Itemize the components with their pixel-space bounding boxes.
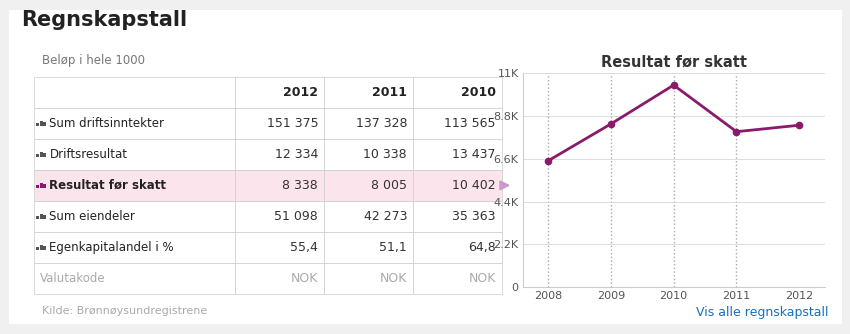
- Bar: [235, 77, 324, 108]
- Bar: [37, 247, 39, 250]
- Bar: [43, 122, 46, 126]
- Text: Egenkapitalandel i %: Egenkapitalandel i %: [49, 241, 174, 254]
- Text: 10 402: 10 402: [452, 179, 496, 192]
- Text: NOK: NOK: [291, 272, 318, 285]
- Bar: [413, 232, 501, 263]
- Text: 2012: 2012: [283, 86, 318, 99]
- Text: 113 565: 113 565: [445, 117, 496, 130]
- Bar: [324, 108, 413, 139]
- Bar: [40, 213, 43, 219]
- Bar: [34, 108, 235, 139]
- Text: 51,1: 51,1: [379, 241, 407, 254]
- Text: 137 328: 137 328: [355, 117, 407, 130]
- Bar: [235, 170, 324, 201]
- Bar: [37, 185, 39, 188]
- Bar: [324, 263, 413, 294]
- Bar: [43, 184, 46, 188]
- Bar: [34, 77, 235, 108]
- Text: Beløp i hele 1000: Beløp i hele 1000: [42, 54, 145, 67]
- Text: 42 273: 42 273: [364, 210, 407, 223]
- Bar: [34, 139, 235, 170]
- Bar: [40, 121, 43, 126]
- Title: Resultat før skatt: Resultat før skatt: [601, 54, 746, 69]
- Bar: [413, 263, 501, 294]
- Bar: [40, 244, 43, 250]
- Bar: [235, 263, 324, 294]
- Bar: [40, 152, 43, 157]
- Bar: [43, 246, 46, 250]
- Bar: [413, 77, 501, 108]
- Text: Regnskapstall: Regnskapstall: [21, 10, 187, 30]
- Bar: [235, 108, 324, 139]
- Text: 12 334: 12 334: [275, 148, 318, 161]
- Bar: [235, 139, 324, 170]
- Text: NOK: NOK: [380, 272, 407, 285]
- Text: NOK: NOK: [468, 272, 496, 285]
- Bar: [34, 232, 235, 263]
- Text: 2010: 2010: [461, 86, 496, 99]
- Bar: [235, 232, 324, 263]
- Bar: [43, 215, 46, 219]
- Bar: [43, 153, 46, 157]
- Bar: [413, 108, 501, 139]
- Bar: [34, 201, 235, 232]
- Text: Resultat før skatt: Resultat før skatt: [49, 179, 167, 192]
- Text: 151 375: 151 375: [267, 117, 318, 130]
- Text: 55,4: 55,4: [291, 241, 318, 254]
- Bar: [324, 170, 413, 201]
- Bar: [324, 77, 413, 108]
- Bar: [34, 170, 235, 201]
- Bar: [413, 201, 501, 232]
- Text: Driftsresultat: Driftsresultat: [49, 148, 128, 161]
- Bar: [324, 232, 413, 263]
- Text: 2011: 2011: [372, 86, 407, 99]
- Bar: [37, 216, 39, 219]
- Bar: [37, 154, 39, 157]
- Bar: [34, 263, 235, 294]
- Text: Kilde: Brønnøysundregistrene: Kilde: Brønnøysundregistrene: [42, 306, 207, 316]
- Bar: [413, 139, 501, 170]
- Text: 51 098: 51 098: [275, 210, 318, 223]
- Text: 13 437: 13 437: [452, 148, 496, 161]
- Text: 10 338: 10 338: [364, 148, 407, 161]
- FancyBboxPatch shape: [0, 4, 850, 330]
- Text: 35 363: 35 363: [452, 210, 496, 223]
- Text: Sum eiendeler: Sum eiendeler: [49, 210, 135, 223]
- Text: Vis alle regnskapstall: Vis alle regnskapstall: [696, 306, 829, 319]
- Bar: [40, 183, 43, 188]
- Bar: [235, 201, 324, 232]
- Text: Valutakode: Valutakode: [40, 272, 105, 285]
- Text: Sum driftsinntekter: Sum driftsinntekter: [49, 117, 164, 130]
- Text: 8 005: 8 005: [371, 179, 407, 192]
- Text: 8 338: 8 338: [282, 179, 318, 192]
- Bar: [413, 170, 501, 201]
- Bar: [37, 123, 39, 126]
- Text: 64,8: 64,8: [468, 241, 496, 254]
- Bar: [324, 201, 413, 232]
- Bar: [324, 139, 413, 170]
